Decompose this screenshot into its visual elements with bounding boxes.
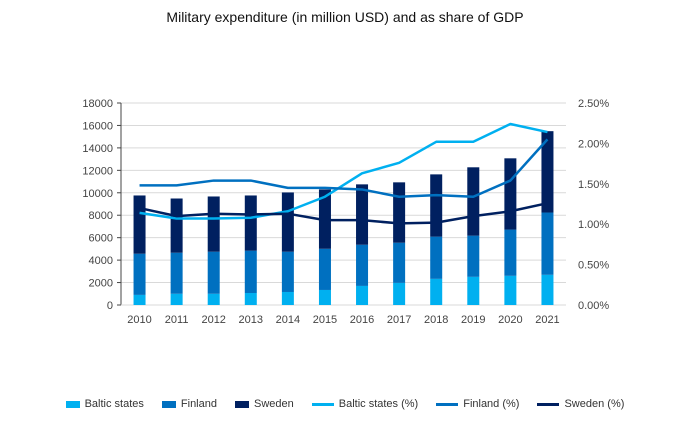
bar-baltic-states xyxy=(170,293,183,305)
x-tick-label: 2018 xyxy=(424,314,448,326)
right-tick-label: 1.00% xyxy=(578,219,609,231)
bar-finland xyxy=(281,251,294,292)
legend-label: Baltic states (%) xyxy=(338,398,419,410)
right-tick-label: 2.00% xyxy=(578,138,609,150)
legend-label: Finland (%) xyxy=(463,398,520,410)
legend-line-swatch xyxy=(537,402,560,406)
bar-finland xyxy=(133,253,146,295)
legend-bar-swatch xyxy=(161,400,176,408)
bar-baltic-states xyxy=(504,275,517,305)
bar-baltic-states xyxy=(133,294,146,305)
legend: Baltic states Finland Sweden Baltic states … xyxy=(0,398,690,410)
bar-baltic-states xyxy=(244,292,257,305)
legend-label: Sweden (%) xyxy=(564,398,625,410)
bar-finland xyxy=(467,235,480,277)
bar-finland xyxy=(207,251,220,294)
bar-finland xyxy=(318,248,331,290)
bar-sweden xyxy=(244,195,257,251)
bar-sweden xyxy=(356,184,369,245)
left-tick-label: 6000 xyxy=(89,233,113,245)
legend-item: Baltic states (%) xyxy=(311,398,419,410)
legend-label: Baltic states xyxy=(84,398,144,410)
bar-baltic-states xyxy=(430,278,443,305)
bar-sweden xyxy=(207,196,220,252)
left-tick-label: 2000 xyxy=(89,278,113,290)
x-tick-label: 2017 xyxy=(387,314,411,326)
left-tick-label: 0 xyxy=(107,300,113,312)
right-tick-label: 1.50% xyxy=(578,179,609,191)
legend-label: Sweden xyxy=(253,398,294,410)
legend-item: Baltic states xyxy=(65,398,144,410)
x-tick-label: 2019 xyxy=(461,314,485,326)
x-tick-label: 2012 xyxy=(201,314,225,326)
x-tick-label: 2014 xyxy=(276,314,300,326)
bar-baltic-states xyxy=(281,291,294,305)
left-tick-label: 12000 xyxy=(82,165,113,177)
right-tick-label: 2.50% xyxy=(578,98,609,110)
x-tick-label: 2010 xyxy=(127,314,151,326)
x-tick-label: 2011 xyxy=(165,314,189,326)
line-sweden- xyxy=(139,201,548,225)
bar-baltic-states xyxy=(207,293,220,305)
legend-label: Finland xyxy=(180,398,217,410)
bar-finland xyxy=(170,252,183,294)
right-tick-label: 0.50% xyxy=(578,260,609,272)
left-tick-label: 16000 xyxy=(82,120,113,132)
chart-title: Military expenditure (in million USD) an… xyxy=(166,9,524,25)
line-baltic-states- xyxy=(139,122,548,220)
legend-bar-swatch xyxy=(65,400,80,408)
legend-item: Finland (%) xyxy=(436,398,519,410)
legend-item: Finland xyxy=(161,398,217,410)
left-tick-label: 18000 xyxy=(82,98,113,110)
bar-baltic-states xyxy=(467,276,480,305)
bar-finland xyxy=(541,212,554,275)
bar-baltic-states xyxy=(541,274,554,305)
bar-sweden xyxy=(393,182,406,243)
bar-sweden xyxy=(170,198,183,253)
x-tick-label: 2021 xyxy=(535,314,559,326)
x-tick-label: 2013 xyxy=(239,314,263,326)
bar-sweden xyxy=(467,167,480,236)
legend-bar-swatch xyxy=(234,400,249,408)
legend-item: Sweden xyxy=(234,398,294,410)
legend-item: Sweden (%) xyxy=(537,398,624,410)
x-tick-label: 2015 xyxy=(313,314,337,326)
bar-baltic-states xyxy=(393,282,406,305)
bar-baltic-states xyxy=(318,289,331,305)
bar-finland xyxy=(393,242,406,283)
bar-finland xyxy=(356,244,369,286)
left-tick-label: 4000 xyxy=(89,255,113,267)
x-tick-label: 2016 xyxy=(350,314,374,326)
bar-finland xyxy=(504,229,517,276)
line-finland- xyxy=(139,138,549,198)
bar-sweden xyxy=(541,131,554,213)
bar-baltic-states xyxy=(356,285,369,305)
legend-line-swatch xyxy=(311,402,334,406)
bar-sweden xyxy=(504,158,517,230)
bar-sweden xyxy=(281,192,294,252)
left-tick-label: 14000 xyxy=(82,143,113,155)
bar-finland xyxy=(430,236,443,279)
bar-sweden xyxy=(430,174,443,237)
bar-finland xyxy=(244,250,257,293)
legend-line-swatch xyxy=(436,402,459,406)
x-tick-label: 2020 xyxy=(498,314,522,326)
left-tick-label: 10000 xyxy=(82,188,113,200)
left-tick-label: 8000 xyxy=(89,210,113,222)
bar-sweden xyxy=(133,195,146,254)
right-tick-label: 0.00% xyxy=(578,300,609,312)
